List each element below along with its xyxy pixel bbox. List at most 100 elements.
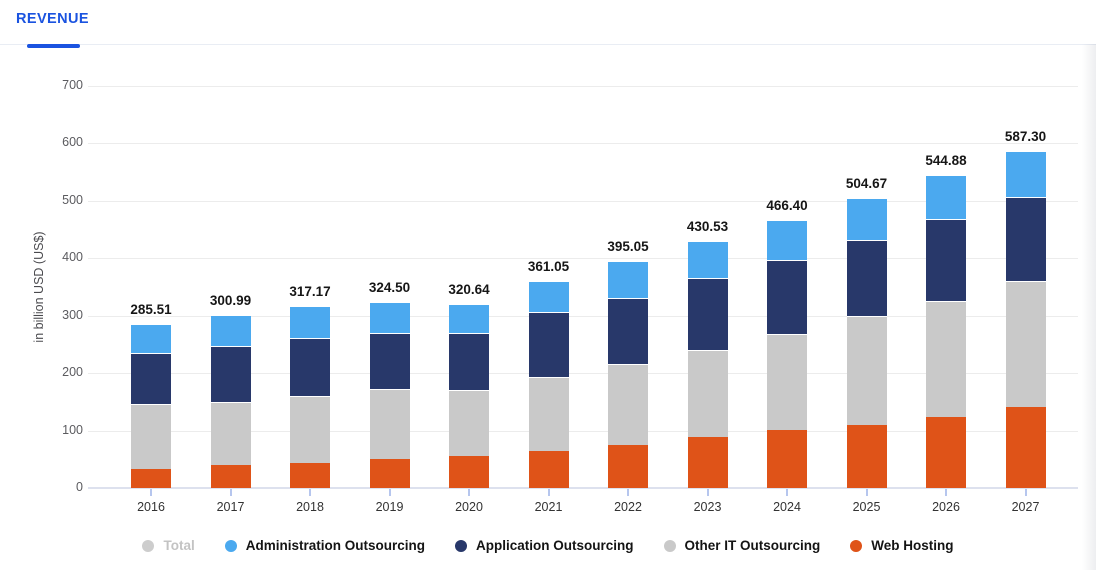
x-axis-label-2020: 2020 bbox=[455, 500, 483, 514]
bar-segment-2025-application-outsourcing[interactable] bbox=[846, 240, 887, 316]
gridline-400 bbox=[88, 258, 1078, 260]
bar-segment-2021-other-it-outsourcing[interactable] bbox=[528, 377, 569, 452]
bar-segment-2027-web-hosting[interactable] bbox=[1005, 406, 1046, 488]
legend-item-administration-outsourcing[interactable]: Administration Outsourcing bbox=[224, 538, 425, 553]
bar-segment-2023-application-outsourcing[interactable] bbox=[687, 278, 728, 350]
total-label-2024: 466.40 bbox=[766, 198, 808, 214]
bar-segment-2022-other-it-outsourcing[interactable] bbox=[608, 364, 648, 445]
y-axis-title: in billion USD (US$) bbox=[32, 231, 46, 343]
x-tick-2019 bbox=[388, 489, 391, 496]
bar-segment-2024-other-it-outsourcing[interactable] bbox=[767, 334, 807, 430]
legend-label: Other IT Outsourcing bbox=[684, 538, 821, 553]
total-label-2026: 544.88 bbox=[925, 153, 967, 169]
x-tick-2025 bbox=[865, 489, 868, 496]
bar-segment-2024-application-outsourcing[interactable] bbox=[767, 260, 807, 335]
bar-segment-2023-administration-outsourcing[interactable] bbox=[687, 240, 728, 279]
bar-segment-2027-other-it-outsourcing[interactable] bbox=[1005, 281, 1046, 407]
bar-segment-2027-administration-outsourcing[interactable] bbox=[1005, 150, 1046, 198]
bar-segment-2019-application-outsourcing[interactable] bbox=[369, 332, 410, 390]
active-tab-underline bbox=[27, 44, 80, 48]
x-axis-line bbox=[88, 487, 1078, 489]
y-tick-label-400: 400 bbox=[62, 250, 83, 265]
y-tick-label-0: 0 bbox=[76, 480, 83, 494]
bar-segment-2020-web-hosting[interactable] bbox=[449, 455, 489, 488]
bar-segment-2021-application-outsourcing[interactable] bbox=[528, 312, 569, 378]
bar-segment-2019-administration-outsourcing[interactable] bbox=[369, 301, 410, 333]
x-axis-label-2019: 2019 bbox=[375, 500, 404, 514]
bar-segment-2020-administration-outsourcing[interactable] bbox=[449, 303, 489, 334]
legend-item-other-it-outsourcing[interactable]: Other IT Outsourcing bbox=[663, 538, 821, 553]
total-label-2027: 587.30 bbox=[1004, 128, 1047, 144]
bar-segment-2022-administration-outsourcing[interactable] bbox=[608, 261, 648, 299]
bar-segment-2017-web-hosting[interactable] bbox=[210, 465, 251, 488]
total-label-2021: 361.05 bbox=[527, 258, 570, 274]
x-tick-2026 bbox=[945, 489, 947, 496]
chart-legend: Total Administration Outsourcing Applicati… bbox=[0, 538, 1096, 553]
bar-segment-2025-other-it-outsourcing[interactable] bbox=[846, 316, 887, 425]
bar-segment-2018-web-hosting[interactable] bbox=[290, 463, 330, 488]
bar-segment-2026-web-hosting[interactable] bbox=[926, 416, 966, 488]
bar-segment-2018-application-outsourcing[interactable] bbox=[290, 338, 330, 396]
y-tick-label-600: 600 bbox=[62, 135, 83, 150]
bar-segment-2027-application-outsourcing[interactable] bbox=[1005, 197, 1046, 282]
bar-segment-2018-administration-outsourcing[interactable] bbox=[290, 305, 330, 339]
bar-segment-2026-other-it-outsourcing[interactable] bbox=[926, 300, 966, 417]
bar-segment-2019-other-it-outsourcing[interactable] bbox=[369, 389, 410, 459]
y-tick-label-200: 200 bbox=[62, 365, 83, 380]
legend-item-total[interactable]: Total bbox=[142, 538, 195, 553]
x-axis-label-2026: 2026 bbox=[932, 500, 960, 514]
bar-segment-2024-web-hosting[interactable] bbox=[767, 429, 807, 488]
bar-segment-2025-administration-outsourcing[interactable] bbox=[846, 198, 887, 241]
legend-label: Total bbox=[163, 538, 195, 553]
bar-segment-2017-other-it-outsourcing[interactable] bbox=[210, 402, 251, 466]
bar-segment-2023-other-it-outsourcing[interactable] bbox=[687, 349, 728, 438]
gridline-100 bbox=[88, 430, 1078, 432]
bar-segment-2021-web-hosting[interactable] bbox=[528, 451, 569, 488]
x-tick-2017 bbox=[229, 489, 232, 496]
x-tick-2027 bbox=[1024, 489, 1027, 496]
bar-segment-2016-web-hosting[interactable] bbox=[131, 469, 171, 488]
total-label-2018: 317.17 bbox=[289, 283, 331, 299]
bar-segment-2025-web-hosting[interactable] bbox=[846, 425, 887, 488]
y-tick-label-700: 700 bbox=[62, 78, 83, 92]
bar-segment-2017-application-outsourcing[interactable] bbox=[210, 346, 251, 403]
x-axis-label-2021: 2021 bbox=[534, 500, 563, 514]
legend-dot-total bbox=[142, 539, 155, 552]
legend-label: Administration Outsourcing bbox=[245, 538, 425, 553]
bar-segment-2017-administration-outsourcing[interactable] bbox=[210, 315, 251, 347]
legend-item-application-outsourcing[interactable]: Application Outsourcing bbox=[455, 538, 634, 553]
x-axis-label-2017: 2017 bbox=[216, 500, 245, 514]
gridline-200 bbox=[88, 373, 1078, 375]
bar-segment-2016-application-outsourcing[interactable] bbox=[131, 352, 171, 405]
gridline-500 bbox=[88, 200, 1078, 202]
bar-segment-2024-administration-outsourcing[interactable] bbox=[767, 220, 807, 261]
bar-segment-2023-web-hosting[interactable] bbox=[687, 437, 728, 488]
legend-item-web-hosting[interactable]: Web Hosting bbox=[850, 538, 954, 553]
x-tick-2024 bbox=[786, 489, 788, 496]
bar-segment-2016-administration-outsourcing[interactable] bbox=[131, 324, 171, 353]
legend-dot-application-outsourcing bbox=[455, 539, 467, 552]
x-tick-2022 bbox=[627, 489, 629, 496]
legend-label: Web Hosting bbox=[871, 538, 954, 553]
bar-segment-2016-other-it-outsourcing[interactable] bbox=[131, 404, 171, 470]
bar-segment-2020-other-it-outsourcing[interactable] bbox=[449, 390, 489, 456]
bar-segment-2026-administration-outsourcing[interactable] bbox=[926, 175, 966, 220]
tab-bar: REVENUE bbox=[0, 0, 1096, 45]
total-label-2016: 285.51 bbox=[130, 302, 172, 318]
bar-segment-2022-application-outsourcing[interactable] bbox=[608, 298, 648, 365]
x-axis-label-2024: 2024 bbox=[773, 500, 801, 514]
bar-segment-2021-administration-outsourcing[interactable] bbox=[528, 280, 569, 313]
x-axis-label-2027: 2027 bbox=[1011, 500, 1040, 514]
x-tick-2016 bbox=[150, 489, 152, 496]
bar-segment-2019-web-hosting[interactable] bbox=[369, 458, 410, 488]
x-tick-2018 bbox=[309, 489, 311, 496]
bar-segment-2026-application-outsourcing[interactable] bbox=[926, 219, 966, 301]
bar-segment-2020-application-outsourcing[interactable] bbox=[449, 333, 489, 391]
bar-segment-2018-other-it-outsourcing[interactable] bbox=[290, 395, 330, 464]
legend-dot-other-it-outsourcing bbox=[663, 539, 676, 552]
bar-segment-2022-web-hosting[interactable] bbox=[608, 444, 648, 488]
legend-label: Application Outsourcing bbox=[476, 538, 634, 553]
total-label-2025: 504.67 bbox=[845, 176, 888, 192]
x-axis-label-2022: 2022 bbox=[614, 500, 642, 514]
tab-revenue[interactable]: REVENUE bbox=[16, 11, 89, 27]
